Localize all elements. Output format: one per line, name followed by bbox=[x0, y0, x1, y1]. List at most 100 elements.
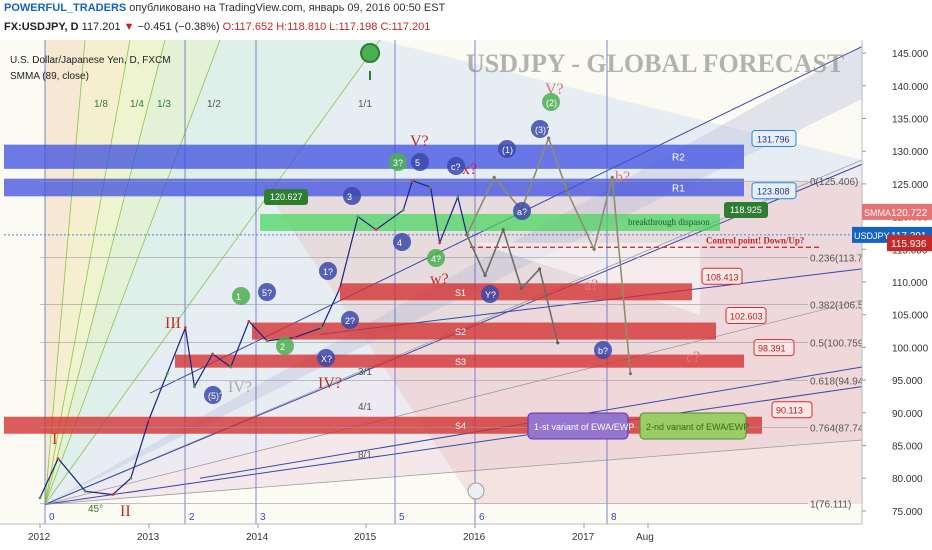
wave-minor-circle bbox=[317, 349, 335, 367]
price-point bbox=[438, 241, 442, 245]
change-value: −0.451 (−0.38%) bbox=[137, 21, 220, 33]
y-tick-label: 140.000 bbox=[892, 82, 929, 93]
forecast-2-point bbox=[465, 233, 469, 237]
wave-major-label: V? bbox=[410, 133, 429, 150]
control-point-label: Control point! Down/Up? bbox=[706, 235, 804, 245]
price-point bbox=[229, 365, 233, 369]
y-tick-label: 75.000 bbox=[892, 507, 923, 518]
price-point bbox=[320, 326, 323, 330]
down-arrow-icon: ▼ bbox=[123, 21, 135, 33]
published-text: опубликовано на TradingView.com, январь … bbox=[129, 2, 446, 14]
y-tick-label: 90.000 bbox=[892, 409, 923, 420]
x-tick-label: 2012 bbox=[28, 532, 51, 543]
upper-channel-shade bbox=[45, 46, 862, 505]
location-pin-icon bbox=[360, 43, 381, 80]
annotation-text-1: 1-st variant of EWA/EWP bbox=[534, 422, 634, 432]
resistance-price-text: 123.808 bbox=[757, 187, 790, 197]
forecast-1-point bbox=[556, 341, 560, 345]
x-tick-label: 2016 bbox=[463, 532, 486, 543]
fib-level-label: 0.236(113.772) bbox=[810, 253, 877, 264]
y-tick-label: 100.000 bbox=[892, 343, 929, 354]
y-axis-panel bbox=[862, 40, 932, 524]
support-price-tag bbox=[725, 307, 767, 325]
price-point bbox=[401, 208, 405, 212]
wave-minor-label: (5)? bbox=[208, 391, 224, 401]
wave-minor-label: 5? bbox=[262, 288, 272, 298]
x-tick-label: 2013 bbox=[137, 532, 160, 543]
wave-minor-circle bbox=[411, 153, 429, 171]
annotation-box-1 bbox=[527, 412, 629, 440]
wave-minor-circle bbox=[542, 93, 560, 111]
wave-minor-circle bbox=[447, 157, 465, 175]
wave-minor-circle bbox=[258, 283, 276, 301]
wave-minor-label: X? bbox=[321, 354, 332, 364]
price-point bbox=[147, 417, 151, 421]
fib-level-label: 0.618(94.942) bbox=[810, 376, 872, 387]
wave-major-label: b? bbox=[615, 169, 630, 186]
cycle-line-label: 6 bbox=[479, 512, 485, 523]
price-point bbox=[265, 339, 269, 343]
breakthrough-right-text: 118.925 bbox=[730, 205, 762, 215]
wave-minor-label: a? bbox=[517, 207, 527, 217]
support-price-tag bbox=[771, 401, 813, 419]
wave-minor-label: b? bbox=[598, 346, 608, 356]
fib-level-label: 0.5(100.759) bbox=[810, 338, 867, 349]
price-tag bbox=[887, 203, 932, 220]
wave-minor-circle bbox=[594, 341, 612, 359]
wave-major-label: III bbox=[165, 315, 181, 332]
trend-line bbox=[44, 386, 863, 505]
wave-minor-label: 4 bbox=[397, 238, 402, 248]
wave-major-label: x? bbox=[462, 161, 477, 178]
wave-minor-label: c? bbox=[451, 162, 461, 172]
fib-level-label: 0.382(106.575) bbox=[810, 300, 878, 311]
author-name[interactable]: POWERFUL_TRADERS bbox=[4, 2, 127, 14]
wave-minor-label: 3 bbox=[347, 192, 352, 202]
price-point bbox=[429, 185, 432, 189]
wave-minor-label: (2) bbox=[546, 98, 557, 108]
forecast-1-point bbox=[519, 286, 524, 291]
gann-fan-label: 1/1 bbox=[358, 99, 372, 110]
cycle-line-label: 5 bbox=[399, 512, 405, 523]
wave-minor-label: 4? bbox=[431, 254, 441, 264]
open-value: O:117.652 bbox=[222, 21, 274, 33]
price-point bbox=[193, 385, 196, 389]
wave-minor-label: 1? bbox=[323, 267, 333, 277]
y-tick-label: 95.000 bbox=[892, 376, 923, 387]
price-point bbox=[456, 195, 460, 199]
price-point bbox=[165, 372, 169, 375]
price-point bbox=[411, 179, 414, 183]
wave-minor-circle bbox=[204, 386, 222, 404]
wave-major-label: w? bbox=[430, 271, 449, 288]
annotation-box-2 bbox=[639, 412, 747, 440]
price-point bbox=[356, 215, 360, 218]
resistance-box bbox=[4, 144, 744, 169]
price-point bbox=[338, 287, 342, 290]
wave-minor-circle bbox=[498, 140, 516, 158]
price-tag-label-bg bbox=[862, 203, 892, 220]
cycle-line-label: 0 bbox=[49, 512, 55, 523]
forecast-1-point bbox=[483, 273, 487, 278]
wave-minor-circle bbox=[341, 311, 359, 329]
y-tick-label: 145.000 bbox=[892, 49, 929, 60]
support-box-label: S4 bbox=[455, 421, 466, 431]
gann-fan-label: 1/3 bbox=[157, 99, 171, 110]
triangle-shade bbox=[475, 242, 700, 315]
x-axis-panel bbox=[0, 524, 932, 550]
resistance-box-label: R2 bbox=[672, 153, 685, 164]
wave-minor-label: 3? bbox=[393, 158, 403, 168]
gann-fan-label: 3/1 bbox=[358, 367, 372, 378]
y-tick-label: 110.000 bbox=[892, 278, 928, 289]
resistance-price-text: 131.796 bbox=[757, 134, 790, 144]
cycle-line-label: 3 bbox=[260, 512, 266, 523]
price-point bbox=[292, 336, 296, 339]
breakthrough-right-tag bbox=[724, 202, 768, 219]
price-point bbox=[374, 228, 378, 232]
breakthrough-left-text: 120.627 bbox=[270, 192, 303, 202]
forecast-2-point bbox=[565, 188, 569, 193]
wave-minor-label: 5 bbox=[415, 158, 420, 168]
support-price-text: 98.391 bbox=[758, 344, 786, 354]
wave-minor-label: 2? bbox=[345, 316, 355, 326]
wave-minor-circle bbox=[393, 233, 411, 251]
x-tick-label: 2015 bbox=[354, 532, 377, 543]
